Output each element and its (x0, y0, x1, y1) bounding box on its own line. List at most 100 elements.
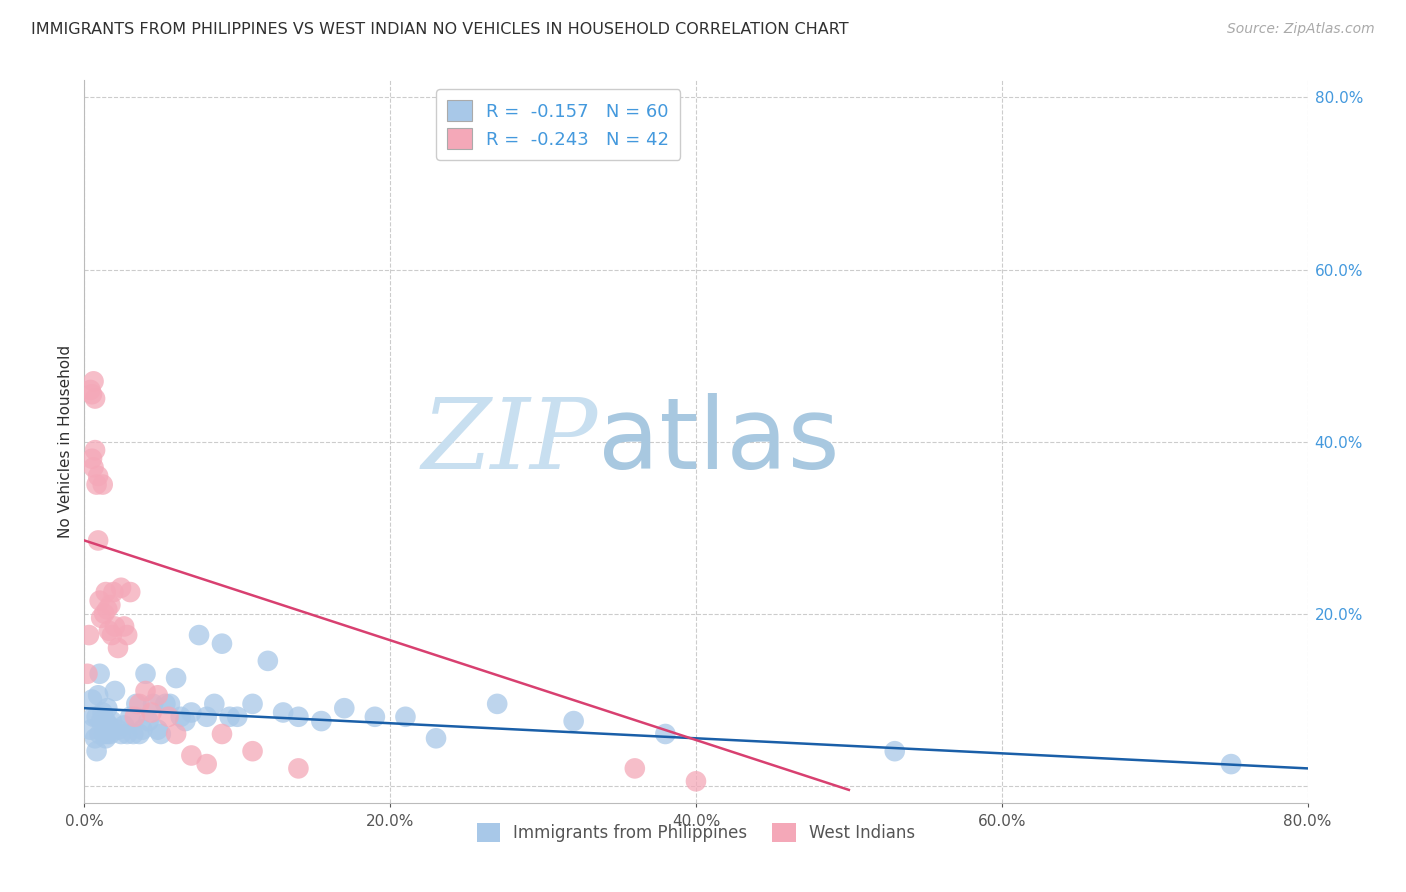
Point (157, 710, 180, 724)
Point (128, 697, 150, 711)
Y-axis label: No Vehicles in Household: No Vehicles in Household (58, 345, 73, 538)
Point (94, 731, 117, 746)
Point (218, 710, 240, 724)
Point (94, 714, 117, 728)
Point (83, 710, 105, 724)
Point (90, 714, 112, 728)
Point (135, 684, 157, 698)
Text: IMMIGRANTS FROM PHILIPPINES VS WEST INDIAN NO VEHICLES IN HOUSEHOLD CORRELATION : IMMIGRANTS FROM PHILIPPINES VS WEST INDI… (31, 22, 849, 37)
Point (96, 602, 118, 616)
Point (103, 585, 125, 599)
Point (96, 727, 118, 741)
Point (101, 628, 124, 642)
Point (90, 611, 112, 625)
Point (883, 744, 905, 758)
Point (159, 697, 181, 711)
Point (211, 727, 233, 741)
Point (141, 706, 163, 720)
Point (685, 774, 707, 789)
Point (135, 666, 157, 681)
Point (86, 710, 108, 724)
Point (107, 723, 129, 737)
Point (80, 451, 103, 466)
Point (165, 671, 187, 685)
Point (180, 706, 202, 720)
Point (394, 710, 416, 724)
Point (562, 714, 585, 728)
Point (112, 619, 135, 633)
Point (91, 477, 114, 491)
Point (149, 727, 172, 741)
Point (93, 607, 115, 621)
Point (115, 628, 138, 642)
Point (311, 714, 333, 728)
Point (120, 710, 142, 724)
Point (128, 727, 150, 741)
Point (107, 640, 129, 655)
Point (131, 723, 153, 737)
Point (80, 387, 103, 401)
Point (83, 375, 105, 389)
Point (89, 727, 111, 741)
Text: ZIP: ZIP (422, 394, 598, 489)
Point (93, 727, 115, 741)
Point (112, 718, 135, 732)
Point (124, 710, 146, 724)
Text: atlas: atlas (598, 393, 839, 490)
Point (84, 731, 107, 746)
Point (242, 697, 264, 711)
Point (76, 666, 98, 681)
Point (170, 710, 193, 724)
Point (110, 727, 132, 741)
Point (94, 585, 117, 599)
Point (80, 692, 103, 706)
Point (87, 533, 110, 548)
Point (91, 706, 114, 720)
Point (146, 723, 169, 737)
Point (87, 469, 110, 483)
Point (226, 710, 249, 724)
Point (271, 706, 294, 720)
Point (104, 619, 127, 633)
Point (364, 710, 387, 724)
Point (87, 688, 110, 702)
Point (242, 744, 264, 758)
Point (122, 727, 145, 741)
Point (257, 654, 280, 668)
Point (188, 628, 211, 642)
Point (425, 731, 447, 746)
Point (174, 714, 197, 728)
Point (101, 714, 124, 728)
Point (77, 628, 100, 642)
Point (287, 710, 309, 724)
Point (138, 714, 160, 728)
Point (155, 697, 177, 711)
Point (79, 723, 101, 737)
Point (104, 684, 127, 698)
Point (486, 697, 509, 711)
Point (98, 727, 121, 741)
Point (287, 761, 309, 775)
Point (202, 697, 225, 711)
Point (333, 701, 356, 715)
Point (125, 697, 148, 711)
Point (84, 443, 107, 458)
Text: Source: ZipAtlas.com: Source: ZipAtlas.com (1227, 22, 1375, 37)
Point (120, 585, 142, 599)
Point (211, 637, 233, 651)
Point (86, 744, 108, 758)
Point (98, 598, 121, 612)
Point (654, 727, 676, 741)
Point (86, 477, 108, 491)
Point (146, 688, 169, 702)
Point (1220, 757, 1243, 772)
Point (84, 392, 107, 406)
Point (624, 761, 647, 775)
Point (195, 710, 218, 724)
Point (180, 748, 202, 763)
Point (110, 581, 132, 595)
Point (89, 666, 111, 681)
Point (195, 757, 218, 772)
Point (83, 460, 105, 475)
Point (142, 697, 165, 711)
